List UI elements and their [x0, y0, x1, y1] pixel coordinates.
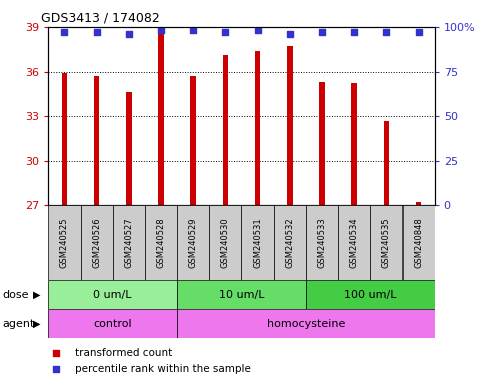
Text: GSM240525: GSM240525 — [60, 218, 69, 268]
Bar — [177, 280, 306, 309]
Text: GSM240527: GSM240527 — [124, 218, 133, 268]
Text: GSM240533: GSM240533 — [317, 217, 327, 268]
Bar — [126, 92, 132, 205]
Text: GSM240526: GSM240526 — [92, 218, 101, 268]
Bar — [223, 55, 228, 205]
Text: agent: agent — [2, 318, 35, 329]
Bar — [48, 205, 81, 280]
Point — [93, 29, 100, 35]
Text: GSM240848: GSM240848 — [414, 217, 423, 268]
Text: ▶: ▶ — [33, 318, 41, 329]
Text: GSM240535: GSM240535 — [382, 218, 391, 268]
Text: GSM240532: GSM240532 — [285, 218, 294, 268]
Text: GDS3413 / 174082: GDS3413 / 174082 — [41, 11, 159, 24]
Point — [383, 29, 390, 35]
Bar — [416, 202, 422, 205]
Bar — [351, 83, 357, 205]
Point — [52, 366, 60, 372]
Bar — [81, 205, 113, 280]
Point — [60, 29, 68, 35]
Point — [222, 29, 229, 35]
Text: dose: dose — [2, 290, 29, 300]
Text: GSM240528: GSM240528 — [156, 218, 166, 268]
Text: GSM240529: GSM240529 — [189, 218, 198, 268]
Point — [125, 31, 133, 37]
Text: 100 um/L: 100 um/L — [344, 290, 397, 300]
Point — [318, 29, 326, 35]
Point — [52, 349, 60, 356]
Text: homocysteine: homocysteine — [267, 318, 345, 329]
Bar — [177, 309, 435, 338]
Text: control: control — [93, 318, 132, 329]
Bar — [113, 205, 145, 280]
Text: GSM240530: GSM240530 — [221, 218, 230, 268]
Bar — [319, 82, 325, 205]
Bar — [242, 205, 274, 280]
Text: GSM240531: GSM240531 — [253, 218, 262, 268]
Bar — [209, 205, 242, 280]
Point — [350, 29, 358, 35]
Bar — [384, 121, 389, 205]
Text: 10 um/L: 10 um/L — [219, 290, 264, 300]
Bar — [255, 51, 260, 205]
Bar — [306, 205, 338, 280]
Point — [157, 27, 165, 33]
Text: GSM240534: GSM240534 — [350, 218, 359, 268]
Text: ▶: ▶ — [33, 290, 41, 300]
Bar — [48, 280, 177, 309]
Point — [415, 29, 423, 35]
Point — [189, 27, 197, 33]
Bar — [274, 205, 306, 280]
Text: 0 um/L: 0 um/L — [93, 290, 132, 300]
Bar — [338, 205, 370, 280]
Bar — [190, 76, 196, 205]
Point — [286, 31, 294, 37]
Point — [254, 27, 261, 33]
Bar — [370, 205, 402, 280]
Bar — [306, 280, 435, 309]
Text: transformed count: transformed count — [75, 348, 172, 358]
Text: percentile rank within the sample: percentile rank within the sample — [75, 364, 251, 374]
Bar — [145, 205, 177, 280]
Bar — [61, 73, 67, 205]
Bar — [94, 76, 99, 205]
Bar — [177, 205, 209, 280]
Bar — [402, 205, 435, 280]
Bar — [48, 309, 177, 338]
Bar — [287, 46, 293, 205]
Bar — [158, 34, 164, 205]
